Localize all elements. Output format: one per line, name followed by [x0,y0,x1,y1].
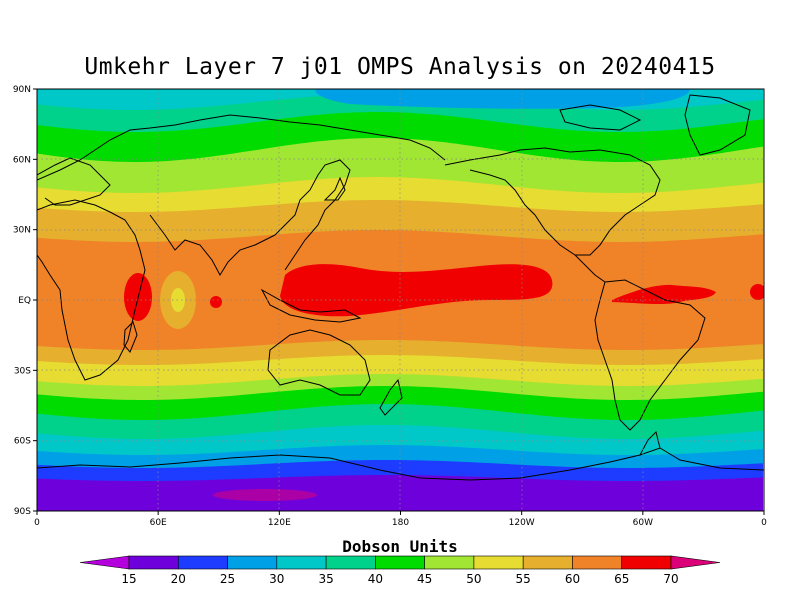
colorbar-swatch [276,555,327,570]
colorbar-swatch [325,555,376,570]
colorbar-level-label: 55 [516,572,531,586]
lon-tick-label: 120W [509,518,535,528]
colorbar-title: Dobson Units [342,537,458,556]
tropical-pacific-max [280,264,553,317]
coast-central-america [574,254,606,283]
colorbar-swatch [424,555,475,570]
lat-tick-label: EQ [18,296,31,306]
band-s-20 [37,475,763,511]
coast-antarctic-peninsula [639,431,661,456]
colorbar-swatch [375,555,425,570]
lat-tick-label: 60S [14,437,31,447]
colorbar-swatch [572,555,623,570]
colorbar-low-arrow [79,555,130,570]
colorbar-level-label: 30 [269,572,284,586]
colorbar-level-label: 40 [368,572,383,586]
coast-europe [37,157,111,206]
colorbar-high-arrow [670,555,721,570]
coast-east-asia [274,159,351,271]
coast-australia [267,329,371,396]
colorbar-swatch [128,555,179,570]
band-s-40 [37,404,763,445]
chart-title: Umkehr Layer 7 j01 OMPS Analysis on 2024… [84,54,716,80]
coast-maritime [260,288,362,323]
africa-max [750,284,764,300]
colorbar-level-label: 15 [121,572,136,586]
colorbar-level-label: 35 [318,572,333,586]
lat-tick-label: 30N [13,226,31,236]
lon-tick-label: 60E [150,518,167,528]
latitude-axis: 90N 60N 30N EQ 30S 60S 90S [13,85,37,517]
lon-tick-label: 0 [761,518,767,528]
longitude-axis: 0 60E 120E 180 120W 60W 0 [34,511,767,528]
colorbar-level-label: 20 [171,572,186,586]
colorbar-level-label: 65 [614,572,629,586]
small-max [210,296,222,308]
lat-tick-label: 90N [13,85,31,95]
colorbar-swatch [621,555,672,570]
coast-madagascar [123,321,138,353]
colorbar-swatch [177,555,228,570]
colorbar-swatch [522,555,573,570]
colorbar: 15 20 25 30 35 40 45 50 55 60 65 70 [79,555,721,586]
coast-north-america [444,147,661,256]
band-s-35 [37,425,763,460]
lat-tick-label: 30S [14,366,31,376]
atlantic-max [612,284,716,305]
antarctic-min [213,489,317,501]
lon-tick-label: 180 [392,518,409,528]
coast-eurasia-north [37,114,446,181]
lat-tick-label: 90S [14,507,31,517]
colorbar-level-label: 25 [220,572,235,586]
colorbar-swatch [227,555,278,570]
coast-antarctica [37,447,764,481]
arctic-cap-30 [315,89,690,109]
band-n-50 [37,138,763,200]
coast-south-america [594,279,706,431]
coast-japan [323,176,346,201]
colorbar-level-label: 45 [417,572,432,586]
lat-tick-label: 60N [13,155,31,165]
colorbar-level-label: 60 [565,572,580,586]
lon-tick-label: 120E [268,518,291,528]
coast-newzealand [379,378,403,416]
lon-tick-label: 60W [633,518,653,528]
colorbar-swatch [473,555,524,570]
lon-tick-label: 0 [34,518,40,528]
coast-greenland [684,94,751,156]
coast-arctic-islands [559,104,642,131]
coast-arabia-india [149,214,276,277]
graticule [37,89,764,511]
colorbar-level-label: 70 [663,572,678,586]
colorbar-level-label: 50 [466,572,481,586]
